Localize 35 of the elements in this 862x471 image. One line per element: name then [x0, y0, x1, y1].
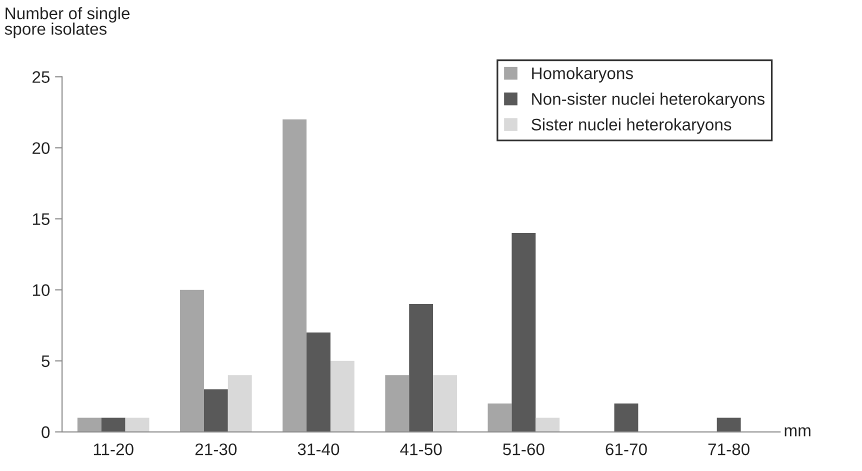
y-tick-label: 5 — [42, 355, 50, 368]
bar — [409, 304, 434, 432]
bar — [180, 290, 204, 432]
y-tick-label: 0 — [42, 426, 50, 438]
bar — [716, 418, 741, 432]
bar — [512, 233, 536, 432]
legend-label: Non-sister nuclei heterokaryons — [532, 92, 765, 108]
legend-label: Sister nuclei heterokaryons — [532, 118, 732, 134]
x-tick-label: 41-50 — [400, 443, 442, 456]
y-tick-label: 20 — [32, 142, 50, 154]
bar — [385, 375, 410, 432]
y-axis-title: Number of single spore isolates — [4, 7, 130, 38]
bar — [228, 375, 252, 432]
y-tick-label: 10 — [32, 284, 50, 296]
y-tick-label: 25 — [32, 71, 50, 83]
x-tick-label: 71-80 — [708, 443, 750, 456]
x-tick-label: 61-70 — [606, 443, 647, 456]
bar — [330, 360, 354, 432]
x-tick-label: 21-30 — [195, 443, 237, 456]
bar — [488, 403, 512, 432]
bar — [614, 403, 638, 432]
bar — [125, 418, 150, 432]
bar — [306, 332, 330, 432]
x-tick-label: 51-60 — [503, 443, 544, 456]
legend-label: Homokaryons — [532, 67, 633, 83]
x-tick-label: 11-20 — [94, 443, 134, 456]
bar — [101, 418, 126, 432]
bar — [282, 119, 307, 432]
y-tick-label: 15 — [32, 213, 50, 226]
bar — [433, 375, 457, 432]
x-tick-label: 31-40 — [298, 443, 340, 456]
bar — [77, 418, 102, 432]
x-axis-title: mm — [784, 427, 810, 436]
bar — [536, 418, 560, 432]
bar — [204, 389, 228, 432]
